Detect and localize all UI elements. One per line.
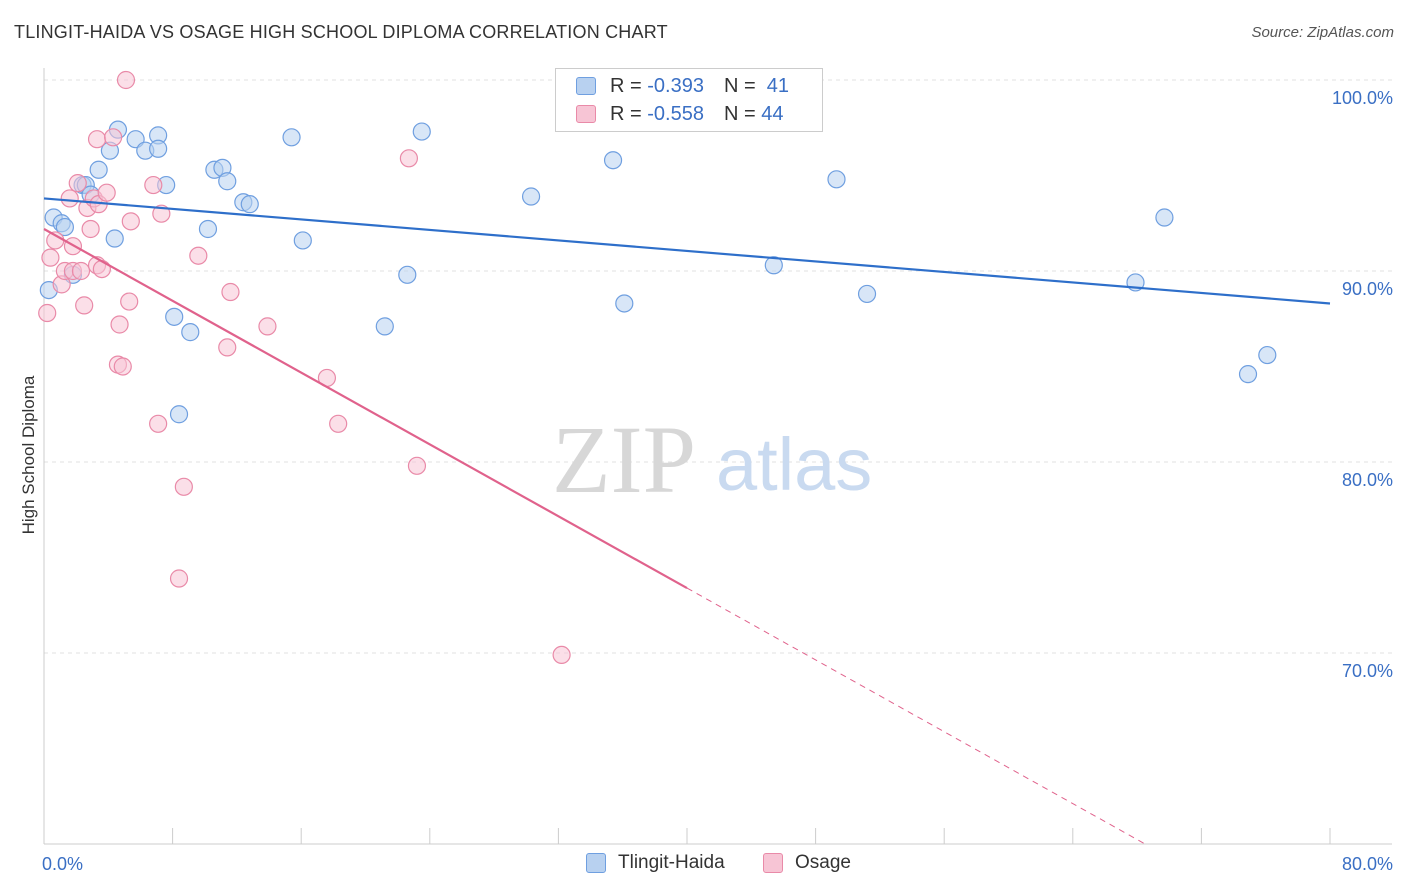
legend-n-label: N = bbox=[723, 74, 756, 97]
data-point bbox=[89, 160, 108, 179]
watermark: ZIP atlas bbox=[552, 406, 872, 513]
y-tick-label: 80.0% bbox=[1342, 470, 1393, 490]
data-point bbox=[68, 174, 87, 193]
legend-r-label: R = bbox=[610, 102, 642, 125]
data-point bbox=[218, 172, 237, 191]
data-point bbox=[71, 261, 91, 281]
x-tick-labels: 0.0% 80.0% bbox=[42, 854, 1393, 874]
legend-n-value: 41 bbox=[766, 74, 790, 97]
data-point bbox=[92, 259, 111, 279]
axes bbox=[43, 68, 1392, 845]
data-point bbox=[60, 189, 79, 208]
data-point bbox=[181, 323, 200, 342]
legend-n-label: N = bbox=[723, 102, 756, 125]
data-point bbox=[1155, 208, 1174, 227]
data-point bbox=[282, 128, 301, 147]
legend-r-label: R = bbox=[610, 74, 642, 97]
data-point bbox=[113, 357, 132, 376]
data-point bbox=[258, 317, 277, 336]
series-osage-points bbox=[38, 70, 571, 665]
data-point bbox=[398, 265, 417, 284]
data-point bbox=[169, 569, 189, 588]
legend-r-value: -0.393 bbox=[647, 74, 704, 97]
series-tlingit-haida-points bbox=[39, 120, 1277, 424]
legend-r-value: -0.558 bbox=[647, 102, 704, 125]
data-point bbox=[521, 187, 541, 206]
y-tick-label: 70.0% bbox=[1342, 661, 1393, 681]
data-point bbox=[1238, 365, 1258, 384]
series-legend-item-tlingit-haida: Tlingit-Haida bbox=[586, 852, 725, 874]
data-point bbox=[407, 456, 427, 475]
legend-row-tlingit-haida: R = -0.393 N = 41 bbox=[576, 74, 789, 98]
data-point bbox=[55, 217, 74, 237]
data-point bbox=[603, 151, 623, 170]
legend-n-value: 44 bbox=[761, 102, 784, 125]
trend-line-extension bbox=[686, 587, 1146, 845]
data-point bbox=[221, 282, 240, 302]
series-label-osage: Osage bbox=[795, 852, 851, 873]
data-point bbox=[174, 477, 193, 496]
data-point bbox=[240, 195, 259, 214]
series-legend: Tlingit-Haida Osage bbox=[0, 852, 1406, 876]
data-point bbox=[105, 229, 124, 248]
trend-line-osage bbox=[43, 228, 688, 590]
stats-legend: R = -0.393 N = 41 R = -0.558 N = 44 bbox=[555, 68, 823, 132]
watermark-atlas: atlas bbox=[716, 423, 872, 506]
data-point bbox=[827, 170, 846, 189]
watermark-zip: ZIP bbox=[552, 406, 696, 513]
data-point bbox=[169, 405, 189, 424]
data-point bbox=[412, 122, 431, 141]
data-point bbox=[75, 296, 94, 315]
data-point bbox=[1258, 345, 1277, 365]
data-point bbox=[97, 183, 116, 202]
legend-swatch-osage bbox=[576, 105, 596, 123]
chart-title: TLINGIT-HAIDA VS OSAGE HIGH SCHOOL DIPLO… bbox=[14, 22, 668, 42]
data-point bbox=[149, 414, 168, 433]
data-point bbox=[399, 149, 419, 168]
legend-row-osage: R = -0.558 N = 44 bbox=[576, 102, 783, 126]
data-point bbox=[144, 175, 163, 195]
y-tick-label: 90.0% bbox=[1342, 279, 1393, 299]
x-tick-label-max: 80.0% bbox=[1342, 854, 1393, 874]
data-point bbox=[110, 315, 129, 334]
data-point bbox=[189, 246, 208, 265]
data-point bbox=[149, 139, 168, 158]
data-point bbox=[329, 414, 348, 433]
data-point bbox=[87, 130, 107, 149]
data-point bbox=[293, 231, 312, 250]
legend-swatch-tlingit-haida bbox=[576, 77, 596, 95]
y-tick-label: 100.0% bbox=[1332, 88, 1393, 108]
data-point bbox=[104, 128, 123, 147]
data-point bbox=[764, 256, 783, 275]
grid-lines bbox=[44, 79, 1392, 654]
data-point bbox=[116, 70, 136, 90]
series-legend-item-osage: Osage bbox=[763, 852, 851, 874]
data-point bbox=[165, 307, 184, 326]
trend-lines bbox=[43, 197, 1331, 845]
data-points bbox=[38, 70, 1277, 665]
data-point bbox=[120, 292, 139, 311]
data-point bbox=[38, 303, 57, 323]
data-point bbox=[41, 248, 60, 267]
trend-line-tlingit-haida bbox=[43, 197, 1331, 305]
data-point bbox=[218, 338, 237, 357]
series-swatch-osage bbox=[763, 853, 783, 873]
series-swatch-tlingit-haida bbox=[586, 853, 606, 873]
series-label-tlingit-haida: Tlingit-Haida bbox=[618, 852, 725, 873]
data-point bbox=[121, 212, 140, 231]
x-tick-label-min: 0.0% bbox=[42, 854, 83, 874]
data-point bbox=[375, 317, 394, 336]
source-label: Source: ZipAtlas.com bbox=[1251, 24, 1394, 41]
data-point bbox=[81, 219, 100, 239]
y-axis-label: High School Diploma bbox=[19, 375, 38, 534]
y-tick-labels: 100.0% 90.0% 80.0% 70.0% bbox=[1332, 88, 1393, 681]
data-point bbox=[198, 219, 218, 239]
data-point bbox=[857, 284, 877, 304]
data-point bbox=[615, 294, 634, 313]
data-point bbox=[552, 645, 571, 665]
